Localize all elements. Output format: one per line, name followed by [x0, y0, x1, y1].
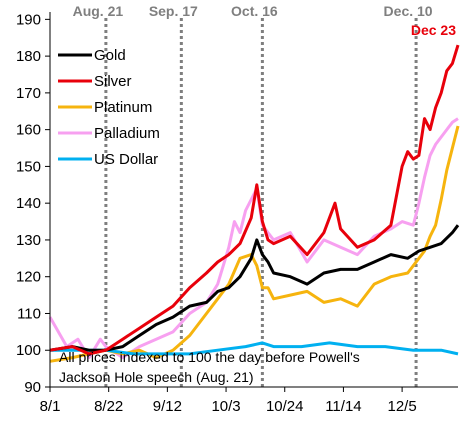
y-tick-label: 120: [16, 269, 41, 286]
y-tick-label: 130: [16, 232, 41, 249]
series-lines: [48, 44, 460, 363]
legend-label-gold: Gold: [94, 47, 126, 64]
y-tick-label: 150: [16, 158, 41, 175]
legend-label-us-dollar: US Dollar: [94, 151, 158, 168]
event-label-2: Oct. 16: [231, 3, 278, 19]
legend-label-palladium: Palladium: [94, 125, 160, 142]
legend-label-silver: Silver: [94, 73, 132, 90]
x-tick-label: 11/14: [325, 398, 361, 415]
y-tick-label: 140: [16, 195, 41, 212]
legend: Gold Silver Platinum Palladium US Dollar: [58, 47, 160, 168]
x-tick-label: 8/22: [94, 398, 123, 415]
series-line-silver: [49, 44, 460, 356]
series-line-gold: [49, 224, 460, 352]
annotations: Dec 23 All prices indexed to 100 the day…: [59, 22, 456, 385]
x-tick-label: 10/24: [266, 398, 304, 415]
axes: 90 100 110 120 130 140 150 160 170 180 190 8/1 8/22 9…: [16, 11, 458, 415]
y-tick-label: 180: [16, 48, 41, 65]
y-tick-label: 160: [16, 122, 41, 139]
y-tick-label: 90: [24, 379, 41, 396]
y-tick-label: 170: [16, 85, 41, 102]
series-line-us-dollar: [50, 341, 459, 356]
event-markers: Aug. 21 Sep. 17 Oct. 16 Dec. 10: [73, 3, 433, 387]
legend-label-platinum: Platinum: [94, 99, 152, 116]
note-line-2: Jackson Hole speech (Aug. 21): [59, 369, 254, 385]
note-line-1: All prices indexed to 100 the day before…: [59, 349, 360, 365]
x-tick-label: 10/3: [211, 398, 240, 415]
event-label-3: Dec. 10: [384, 3, 433, 19]
x-tick-label: 9/12: [153, 398, 182, 415]
x-tick-label: 12/5: [388, 398, 417, 415]
y-tick-label: 100: [16, 342, 41, 359]
x-tick-label: 8/1: [40, 398, 61, 415]
y-tick-label: 110: [17, 305, 41, 322]
end-date-label: Dec 23: [411, 22, 456, 38]
event-label-1: Sep. 17: [149, 3, 198, 19]
y-tick-label: 190: [16, 11, 41, 28]
event-label-0: Aug. 21: [73, 3, 124, 19]
